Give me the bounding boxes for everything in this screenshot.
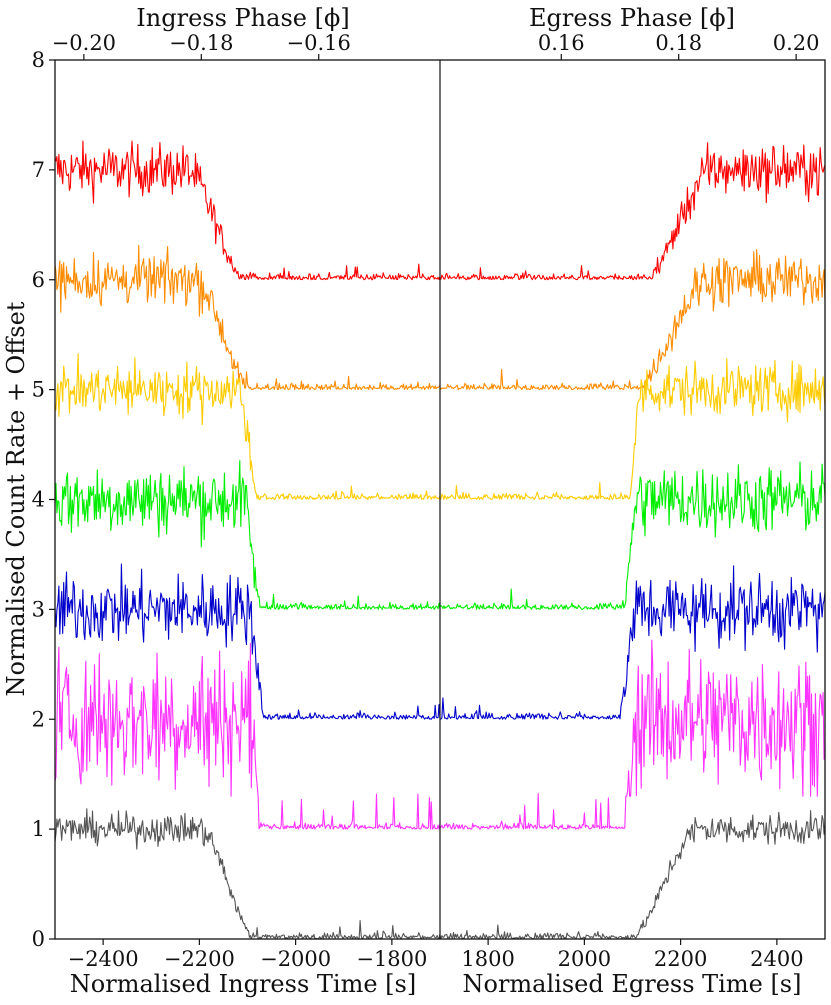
series-4-egress-line: [440, 565, 826, 720]
ylabel: Normalised Count Rate + Offset: [2, 301, 30, 696]
x-tick-label-right-0: 1800: [461, 947, 514, 971]
top-xlabel-right: Egress Phase [ϕ]: [529, 4, 735, 32]
series-layer: [54, 140, 826, 940]
series-1-egress-line: [439, 248, 826, 391]
y-tick-label-7: 7: [32, 158, 45, 182]
top-tick-label-left-1: −0.18: [169, 31, 233, 55]
series-1-ingress-line: [54, 244, 441, 391]
series-6-ingress-line: [54, 808, 441, 940]
tick-layer: 0 1 2 3 4 5 6 7 8 −2400 −2200 −2000 −1800 1800 2000 220…: [32, 31, 820, 971]
x-tick-label-right-2: 2200: [654, 947, 707, 971]
y-tick-label-4: 4: [32, 488, 45, 512]
top-tick-label-right-2: 0.20: [773, 31, 820, 55]
series-0-egress-line: [439, 142, 826, 281]
series-4-ingress-line: [54, 563, 441, 720]
y-tick-label-2: 2: [32, 707, 45, 731]
series-2-egress-line: [439, 357, 826, 501]
series-3-egress-line: [439, 461, 826, 610]
series-3-ingress-line: [54, 460, 441, 610]
series-6-egress-line: [439, 810, 826, 940]
xlabel-right: Normalised Egress Time [s]: [463, 970, 802, 998]
y-tick-label-5: 5: [32, 378, 45, 402]
series-5-ingress-line: [54, 642, 441, 830]
x-tick-label-left-1: −2200: [164, 947, 235, 971]
top-tick-label-left-2: −0.16: [287, 31, 351, 55]
series-0-ingress-line: [54, 140, 441, 281]
series-5-egress-line: [440, 639, 826, 830]
y-tick-label-3: 3: [32, 597, 45, 621]
x-tick-label-left-2: −2000: [260, 947, 331, 971]
xlabel-left: Normalised Ingress Time [s]: [70, 970, 416, 998]
x-tick-label-right-3: 2400: [750, 947, 803, 971]
y-tick-label-1: 1: [32, 817, 45, 841]
x-tick-label-right-1: 2000: [558, 947, 611, 971]
y-tick-label-6: 6: [32, 268, 45, 292]
x-tick-label-left-3: −1800: [356, 947, 427, 971]
y-tick-label-0: 0: [32, 927, 45, 951]
top-tick-label-left-0: −0.20: [52, 31, 116, 55]
top-tick-label-right-1: 0.18: [655, 31, 702, 55]
series-2-ingress-line: [54, 352, 441, 501]
top-tick-label-right-0: 0.16: [538, 31, 585, 55]
y-tick-label-8: 8: [32, 48, 45, 72]
x-tick-label-left-0: −2400: [68, 947, 139, 971]
top-xlabel-left: Ingress Phase [ϕ]: [136, 4, 349, 32]
